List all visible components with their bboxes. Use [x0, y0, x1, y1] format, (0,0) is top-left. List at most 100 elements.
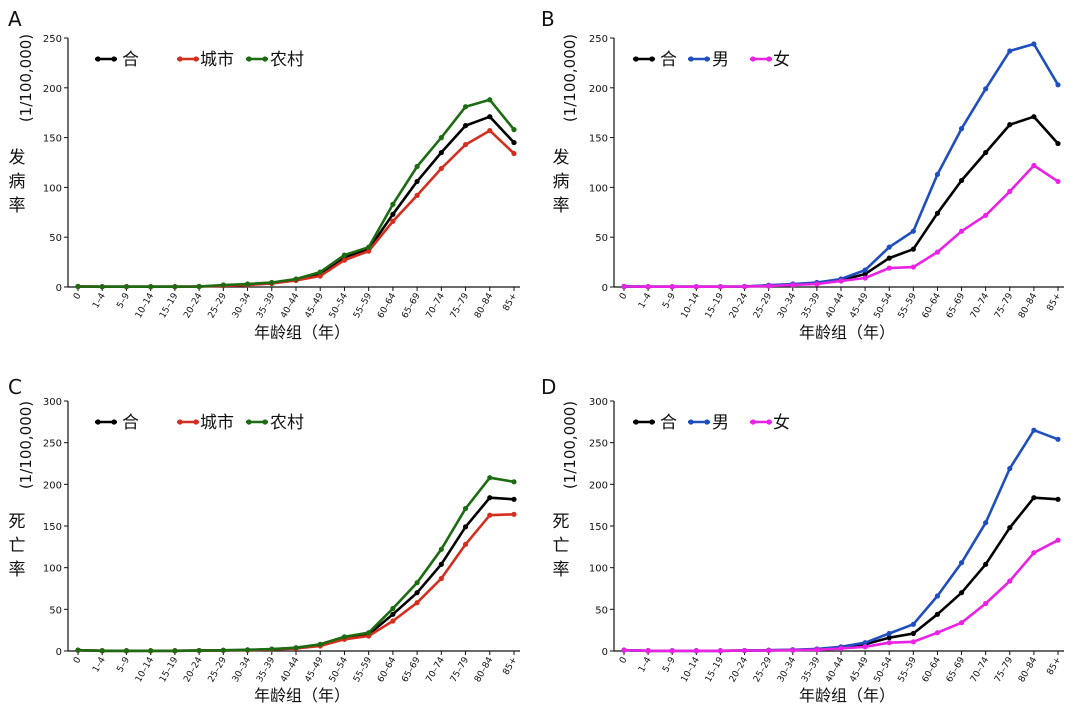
data-point: [814, 281, 820, 287]
y-axis-label-char: 发: [553, 148, 570, 168]
legend-marker: [177, 419, 183, 425]
x-tick-label: 35–39: [800, 655, 822, 684]
data-point: [487, 495, 493, 501]
data-point: [244, 647, 251, 653]
x-tick-label: 30–34: [776, 655, 798, 684]
x-tick-label: 70–74: [969, 655, 991, 684]
x-tick-label: 15–19: [704, 291, 726, 320]
data-point: [511, 139, 517, 146]
x-tick-label: 75–79: [449, 655, 471, 684]
legend-marker: [750, 419, 756, 425]
data-point: [341, 634, 348, 640]
legend-marker: [246, 56, 252, 62]
legend-label: 女: [773, 413, 790, 433]
legend-label: 合: [660, 50, 677, 70]
legend-label: 合: [122, 50, 139, 70]
x-tick-label: 60–64: [376, 655, 398, 684]
data-point: [1007, 465, 1013, 472]
x-tick-label: 65–69: [400, 655, 422, 684]
data-point: [983, 520, 989, 526]
x-tick-label: 1–4: [91, 291, 108, 310]
x-tick-label: 30–34: [231, 655, 253, 684]
data-point: [934, 249, 941, 255]
legend-marker: [95, 419, 101, 425]
legend-marker: [633, 56, 639, 62]
data-point: [1007, 188, 1013, 194]
y-axis-label-char: 率: [553, 196, 570, 216]
data-point: [814, 647, 820, 653]
data-point: [862, 644, 868, 650]
data-point: [886, 244, 892, 250]
legend-marker: [688, 419, 694, 425]
data-point: [934, 630, 941, 636]
data-point: [414, 178, 420, 185]
x-tick-label: 10–14: [134, 655, 156, 684]
x-tick-label: 5–9: [661, 655, 678, 674]
x-tick-label: 55–59: [352, 655, 374, 684]
x-tick-label: 35–39: [255, 655, 277, 684]
data-point: [99, 284, 105, 290]
data-point: [293, 276, 299, 282]
data-point: [148, 648, 154, 654]
data-point: [511, 496, 517, 502]
data-point: [862, 271, 868, 277]
legend-label: 合: [660, 413, 677, 433]
data-point: [462, 104, 469, 110]
x-tick-label: 40–44: [279, 655, 301, 684]
data-point: [790, 647, 796, 653]
legend-marker: [246, 419, 252, 425]
data-point: [1031, 162, 1037, 169]
chart-panel-d: D (1/100,000) 死亡率 0 50 100 150 200 250 300 0 1–4 5–9…: [541, 375, 1064, 705]
x-tick-label: 55–59: [897, 655, 919, 684]
legend-label: 城市: [200, 413, 234, 433]
data-point: [693, 648, 699, 654]
y-tick-label: 300: [43, 397, 62, 408]
y-tick-label: 200: [589, 480, 608, 491]
x-tick-label: 0: [618, 655, 630, 665]
x-tick-label: 75–79: [449, 291, 471, 320]
data-point: [390, 201, 396, 207]
data-point: [862, 640, 868, 646]
data-point: [269, 646, 275, 652]
data-point: [366, 630, 372, 636]
data-point: [910, 264, 916, 270]
data-point: [511, 511, 517, 517]
panel-letter: A: [8, 7, 22, 31]
x-tick-label: 70–74: [425, 655, 447, 684]
data-point: [341, 252, 348, 258]
data-point: [438, 546, 444, 552]
y-tick-label: 0: [602, 647, 608, 658]
x-axis-label: 年龄组（年）: [799, 686, 895, 705]
y-tick-label: 150: [43, 134, 62, 145]
x-tick-label: 5–9: [115, 291, 132, 310]
x-tick-label: 20–24: [728, 291, 750, 320]
data-point: [414, 580, 420, 586]
data-point: [886, 255, 892, 261]
x-tick-label: 80–84: [1017, 655, 1039, 684]
series-line: [623, 539, 1059, 653]
data-point: [983, 600, 989, 607]
x-axis-label: 年龄组（年）: [799, 323, 895, 342]
legend-label: 女: [773, 50, 790, 70]
data-point: [462, 541, 469, 547]
x-tick-label: 10–14: [680, 655, 702, 684]
data-point: [934, 611, 941, 617]
series-line: [77, 129, 515, 289]
legend-label: 城市: [200, 50, 234, 70]
x-tick-label: 35–39: [255, 291, 277, 320]
x-axis-label: 年龄组（年）: [254, 323, 350, 342]
data-point: [438, 149, 444, 156]
data-point: [196, 283, 202, 290]
data-point: [886, 265, 892, 271]
x-tick-label: 15–19: [158, 291, 180, 320]
data-point: [886, 640, 892, 646]
data-point: [645, 648, 651, 654]
series-line: [623, 164, 1059, 289]
x-tick-label: 50–54: [872, 655, 894, 684]
x-tick-label: 5–9: [661, 291, 678, 310]
x-tick-label: 55–59: [897, 291, 919, 320]
panel-letter: B: [541, 7, 555, 31]
data-point: [487, 114, 493, 120]
data-point: [390, 218, 396, 224]
data-point: [741, 283, 748, 290]
